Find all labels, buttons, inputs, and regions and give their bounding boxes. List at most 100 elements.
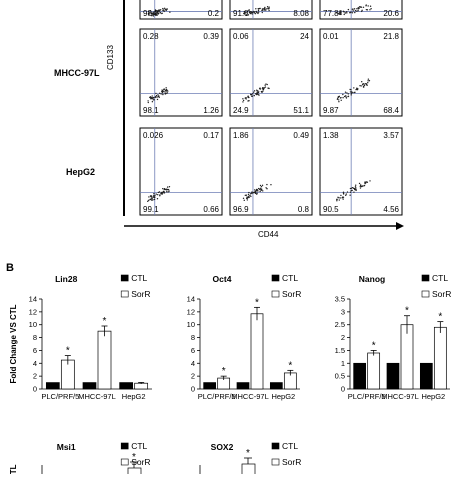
event-dot [155,94,158,97]
event-dot [359,6,361,8]
event-dot [164,91,166,93]
y-tick-label: 4 [33,359,37,368]
event-dot [152,13,154,16]
event-dot [262,190,264,192]
event-dot [349,191,352,193]
event-dot [342,93,344,96]
event-dot [157,13,160,15]
legend-sorr-label: SorR [432,289,451,299]
event-dot [266,8,268,10]
event-dot [343,95,346,98]
y-tick-label: 6 [191,346,195,355]
event-dot [362,6,365,9]
event-dot [246,196,248,198]
event-dot [161,192,163,195]
event-dot [270,184,272,186]
y-tick-label: 0 [341,385,345,394]
quadrant-upper-right-value: 21.8 [383,32,399,41]
event-dot [151,199,153,202]
bar-chart-sox2: SOX2 CTL SorR * [199,441,301,479]
event-dot [161,89,163,91]
event-dot [346,191,349,193]
bar-chart-oct4: Oct4 CTL SorR 0 2 4 6 8 10 12 14 * PLC/PRF/5 * MHCC-97… [187,273,302,401]
event-dot [345,194,347,197]
event-dot [251,95,253,97]
event-dot [250,10,252,13]
event-dot [369,5,372,7]
bar-ctl [203,382,217,390]
bar-sorr [250,313,264,390]
event-dot [340,11,342,13]
y-tick-label: 2 [341,333,345,342]
quadrant-lower-right-value: 0.2 [208,9,220,18]
event-dot [259,184,262,187]
chart-title: Nanog [359,274,385,284]
event-dot [158,9,161,11]
event-dot [355,88,357,91]
event-dot [163,88,166,90]
event-dot [264,9,266,11]
event-dot [158,92,161,95]
event-dot [344,12,347,14]
event-dot [347,8,350,11]
event-dot [249,194,251,197]
flow-plot-frame [319,127,403,216]
event-dot [257,91,259,93]
quadrant-lower-right-value: 8.08 [293,9,309,18]
event-dot [262,90,264,92]
event-dot [165,90,168,92]
quadrant-upper-right-value: 3.57 [383,131,399,140]
event-dot [340,10,342,12]
quadrant-lower-right-value: 51.1 [293,106,309,115]
event-dot [356,88,358,90]
y-tick-label: 2.5 [335,320,345,329]
event-dot [150,14,153,17]
event-dot [268,6,270,8]
flow-cytometry-svg: 98.8 0.2 91.8 8.08 77.8 20.6 0.28 0.39 98.1 1.26 0… [123,0,404,230]
event-dot [338,99,340,101]
event-dot [158,191,161,193]
event-dot [157,191,160,194]
x-tick-label: PLC/PRF/5 [198,392,236,401]
event-dot [153,198,156,201]
event-dot [166,92,169,94]
event-dot [246,11,248,13]
event-dot [354,184,357,186]
quadrant-upper-left-value: 0.026 [143,131,164,140]
event-dot [268,9,270,12]
quadrant-upper-left-value: 0.28 [143,32,159,41]
event-dot [368,79,371,82]
quadrant-upper-left-value: 0.01 [323,32,339,41]
event-dot [249,12,252,15]
event-dot [244,194,247,197]
event-dot [357,9,359,12]
event-dot [356,10,358,12]
event-dot [156,10,159,12]
event-dot [149,96,152,99]
event-dot [163,7,166,9]
event-dot [359,85,361,87]
event-dot [352,10,354,12]
bar-ctl [236,382,250,390]
event-dot [266,6,269,8]
event-dot [161,92,164,94]
event-dot [244,11,246,13]
legend-ctl-label: CTL [432,273,448,283]
event-dot [349,187,352,190]
event-dot [360,10,363,13]
flow-plot-frame [139,127,223,216]
quadrant-lower-left-value: 77.8 [323,9,339,18]
event-dot [165,88,168,91]
event-dot [349,11,351,14]
event-dot [159,11,162,14]
event-dot [248,196,250,198]
event-dot [264,84,266,86]
event-dot [354,188,357,190]
event-dot [354,186,357,188]
event-dot [166,8,168,10]
event-dot [365,4,367,6]
event-dot [154,196,156,199]
y-tick-label: 2 [33,372,37,381]
event-dot [149,10,151,12]
event-dot [262,87,264,89]
